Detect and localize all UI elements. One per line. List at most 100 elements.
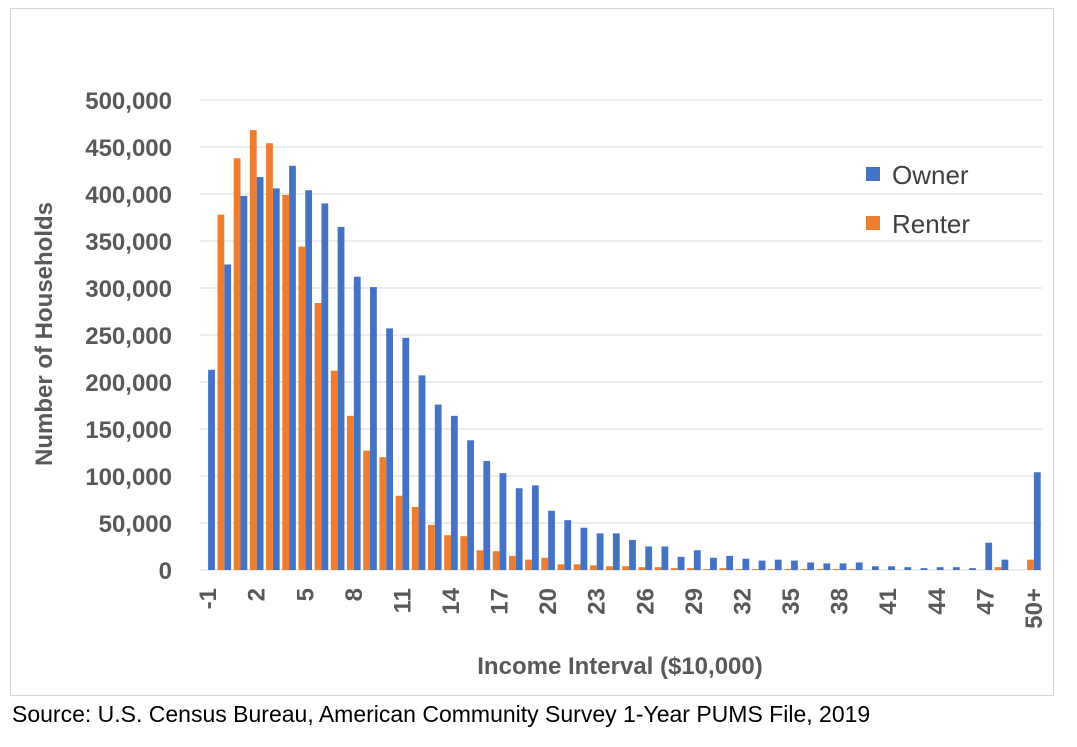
x-tick-label: 20 — [535, 588, 562, 615]
bar-renter-31 — [719, 568, 727, 570]
bar-renter-15 — [460, 536, 468, 570]
bar-renter-33 — [751, 569, 759, 570]
bar-renter-6 — [314, 303, 322, 570]
bar-chart: 0 50,000 100,000 150,000 200,000 250,000 300,0… — [31, 88, 1048, 680]
bar-owner-40 — [871, 566, 879, 570]
bar-owner-19 — [531, 485, 539, 570]
bar-owner-13 — [434, 404, 442, 570]
bar-renter-36 — [800, 569, 808, 570]
bar-owner-42 — [904, 567, 912, 570]
x-tick-label: 11 — [389, 588, 416, 613]
bar-owner-39 — [855, 562, 863, 570]
bar-owner-15 — [467, 440, 474, 570]
bar-renter-8 — [347, 415, 354, 570]
bar-owner-25 — [629, 539, 636, 570]
y-tick-label: 250,000 — [85, 323, 172, 350]
bar-renter-9 — [363, 450, 371, 570]
bar-owner-32 — [742, 558, 750, 570]
x-tick-label: 5 — [292, 588, 319, 601]
x-tick-label: -1 — [195, 588, 222, 609]
y-tick-label: 350,000 — [85, 229, 172, 256]
legend-label-renter: Renter — [892, 209, 970, 239]
x-axis-title: Income Interval ($10,000) — [477, 653, 762, 680]
bar-owner-16 — [483, 460, 491, 570]
bar-renter-28 — [670, 568, 678, 570]
bar-renter-32 — [735, 569, 743, 570]
bar-owner-28 — [677, 556, 685, 570]
legend-swatch-owner — [866, 167, 880, 181]
bar-owner-6 — [321, 203, 329, 570]
bar-owner-0 — [224, 264, 232, 570]
bar-owner-14 — [450, 415, 458, 570]
x-tick-label: 35 — [778, 588, 805, 615]
y-tick-label: 150,000 — [85, 417, 172, 444]
x-tick-label: 47 — [972, 588, 999, 615]
bar-owner-45 — [952, 567, 960, 570]
bar-renter-17 — [492, 551, 500, 570]
bar-owner--1 — [208, 369, 215, 570]
bar-renter-5 — [298, 246, 306, 570]
bar-renter-18 — [508, 555, 516, 570]
bar-owner-33 — [758, 560, 766, 570]
bar-owner-23 — [596, 533, 604, 570]
bar-renter-4 — [282, 194, 290, 570]
bar-renter-34 — [768, 569, 775, 570]
bar-renter-26 — [638, 567, 646, 570]
bar-renter-30 — [703, 569, 711, 570]
x-tick-label: 2 — [244, 588, 271, 601]
bar-renter-20 — [541, 557, 549, 570]
x-tick-label: 38 — [827, 588, 854, 615]
legend-swatch-renter — [866, 216, 880, 230]
bar-owner-9 — [370, 287, 377, 570]
bar-owner-4 — [289, 165, 296, 571]
bar-owner-20 — [548, 510, 555, 570]
x-tick-label: 23 — [584, 588, 611, 615]
bar-owner-5 — [305, 190, 313, 571]
x-tick-label: 32 — [729, 588, 756, 615]
bar-renter-39 — [848, 569, 856, 570]
bar-owner-7 — [337, 226, 345, 570]
bar-owner-27 — [661, 546, 669, 570]
bar-renter-21 — [557, 564, 565, 570]
bar-owner-21 — [564, 520, 572, 570]
y-tick-label: 0 — [159, 558, 172, 585]
y-axis-ticks: 0 50,000 100,000 150,000 200,000 250,000 300,0… — [85, 88, 172, 585]
bars — [208, 130, 1041, 571]
bar-renter-0 — [217, 214, 225, 570]
bar-owner-31 — [726, 555, 734, 570]
x-tick-label: 29 — [681, 588, 708, 615]
bar-owner-26 — [645, 546, 653, 570]
y-tick-label: 300,000 — [85, 276, 172, 303]
bar-owner-38 — [839, 563, 847, 570]
x-tick-label: 26 — [632, 588, 659, 615]
x-tick-label: 8 — [341, 588, 368, 601]
bar-owner-10 — [386, 328, 394, 570]
bar-owner-35 — [791, 560, 798, 570]
bar-owner-8 — [353, 276, 361, 570]
bar-renter-3 — [266, 143, 273, 571]
x-tick-label: 41 — [875, 588, 902, 615]
bar-owner-11 — [402, 337, 410, 570]
bar-renter-19 — [525, 559, 532, 570]
bar-renter-10 — [379, 457, 387, 570]
bar-renter-16 — [476, 550, 484, 570]
legend-label-owner: Owner — [892, 160, 969, 190]
bar-owner-30 — [710, 557, 717, 570]
bar-owner-34 — [774, 559, 782, 570]
y-tick-label: 200,000 — [85, 370, 172, 397]
bar-owner-22 — [580, 527, 588, 570]
bar-owner-44 — [936, 567, 944, 570]
bar-owner-48 — [1001, 559, 1009, 570]
x-tick-label: 44 — [924, 587, 951, 614]
bar-owner-18 — [515, 488, 523, 570]
bar-owner-43 — [920, 568, 928, 570]
bar-renter-50+ — [1027, 559, 1034, 570]
y-tick-label: 50,000 — [99, 511, 172, 538]
bar-owner-29 — [693, 550, 701, 570]
bar-owner-24 — [612, 533, 620, 570]
bar-renter-1 — [233, 158, 241, 570]
bar-owner-2 — [256, 177, 264, 570]
bar-owner-3 — [272, 188, 280, 571]
chart-frame — [10, 8, 1054, 696]
legend: Owner Renter — [866, 160, 970, 239]
